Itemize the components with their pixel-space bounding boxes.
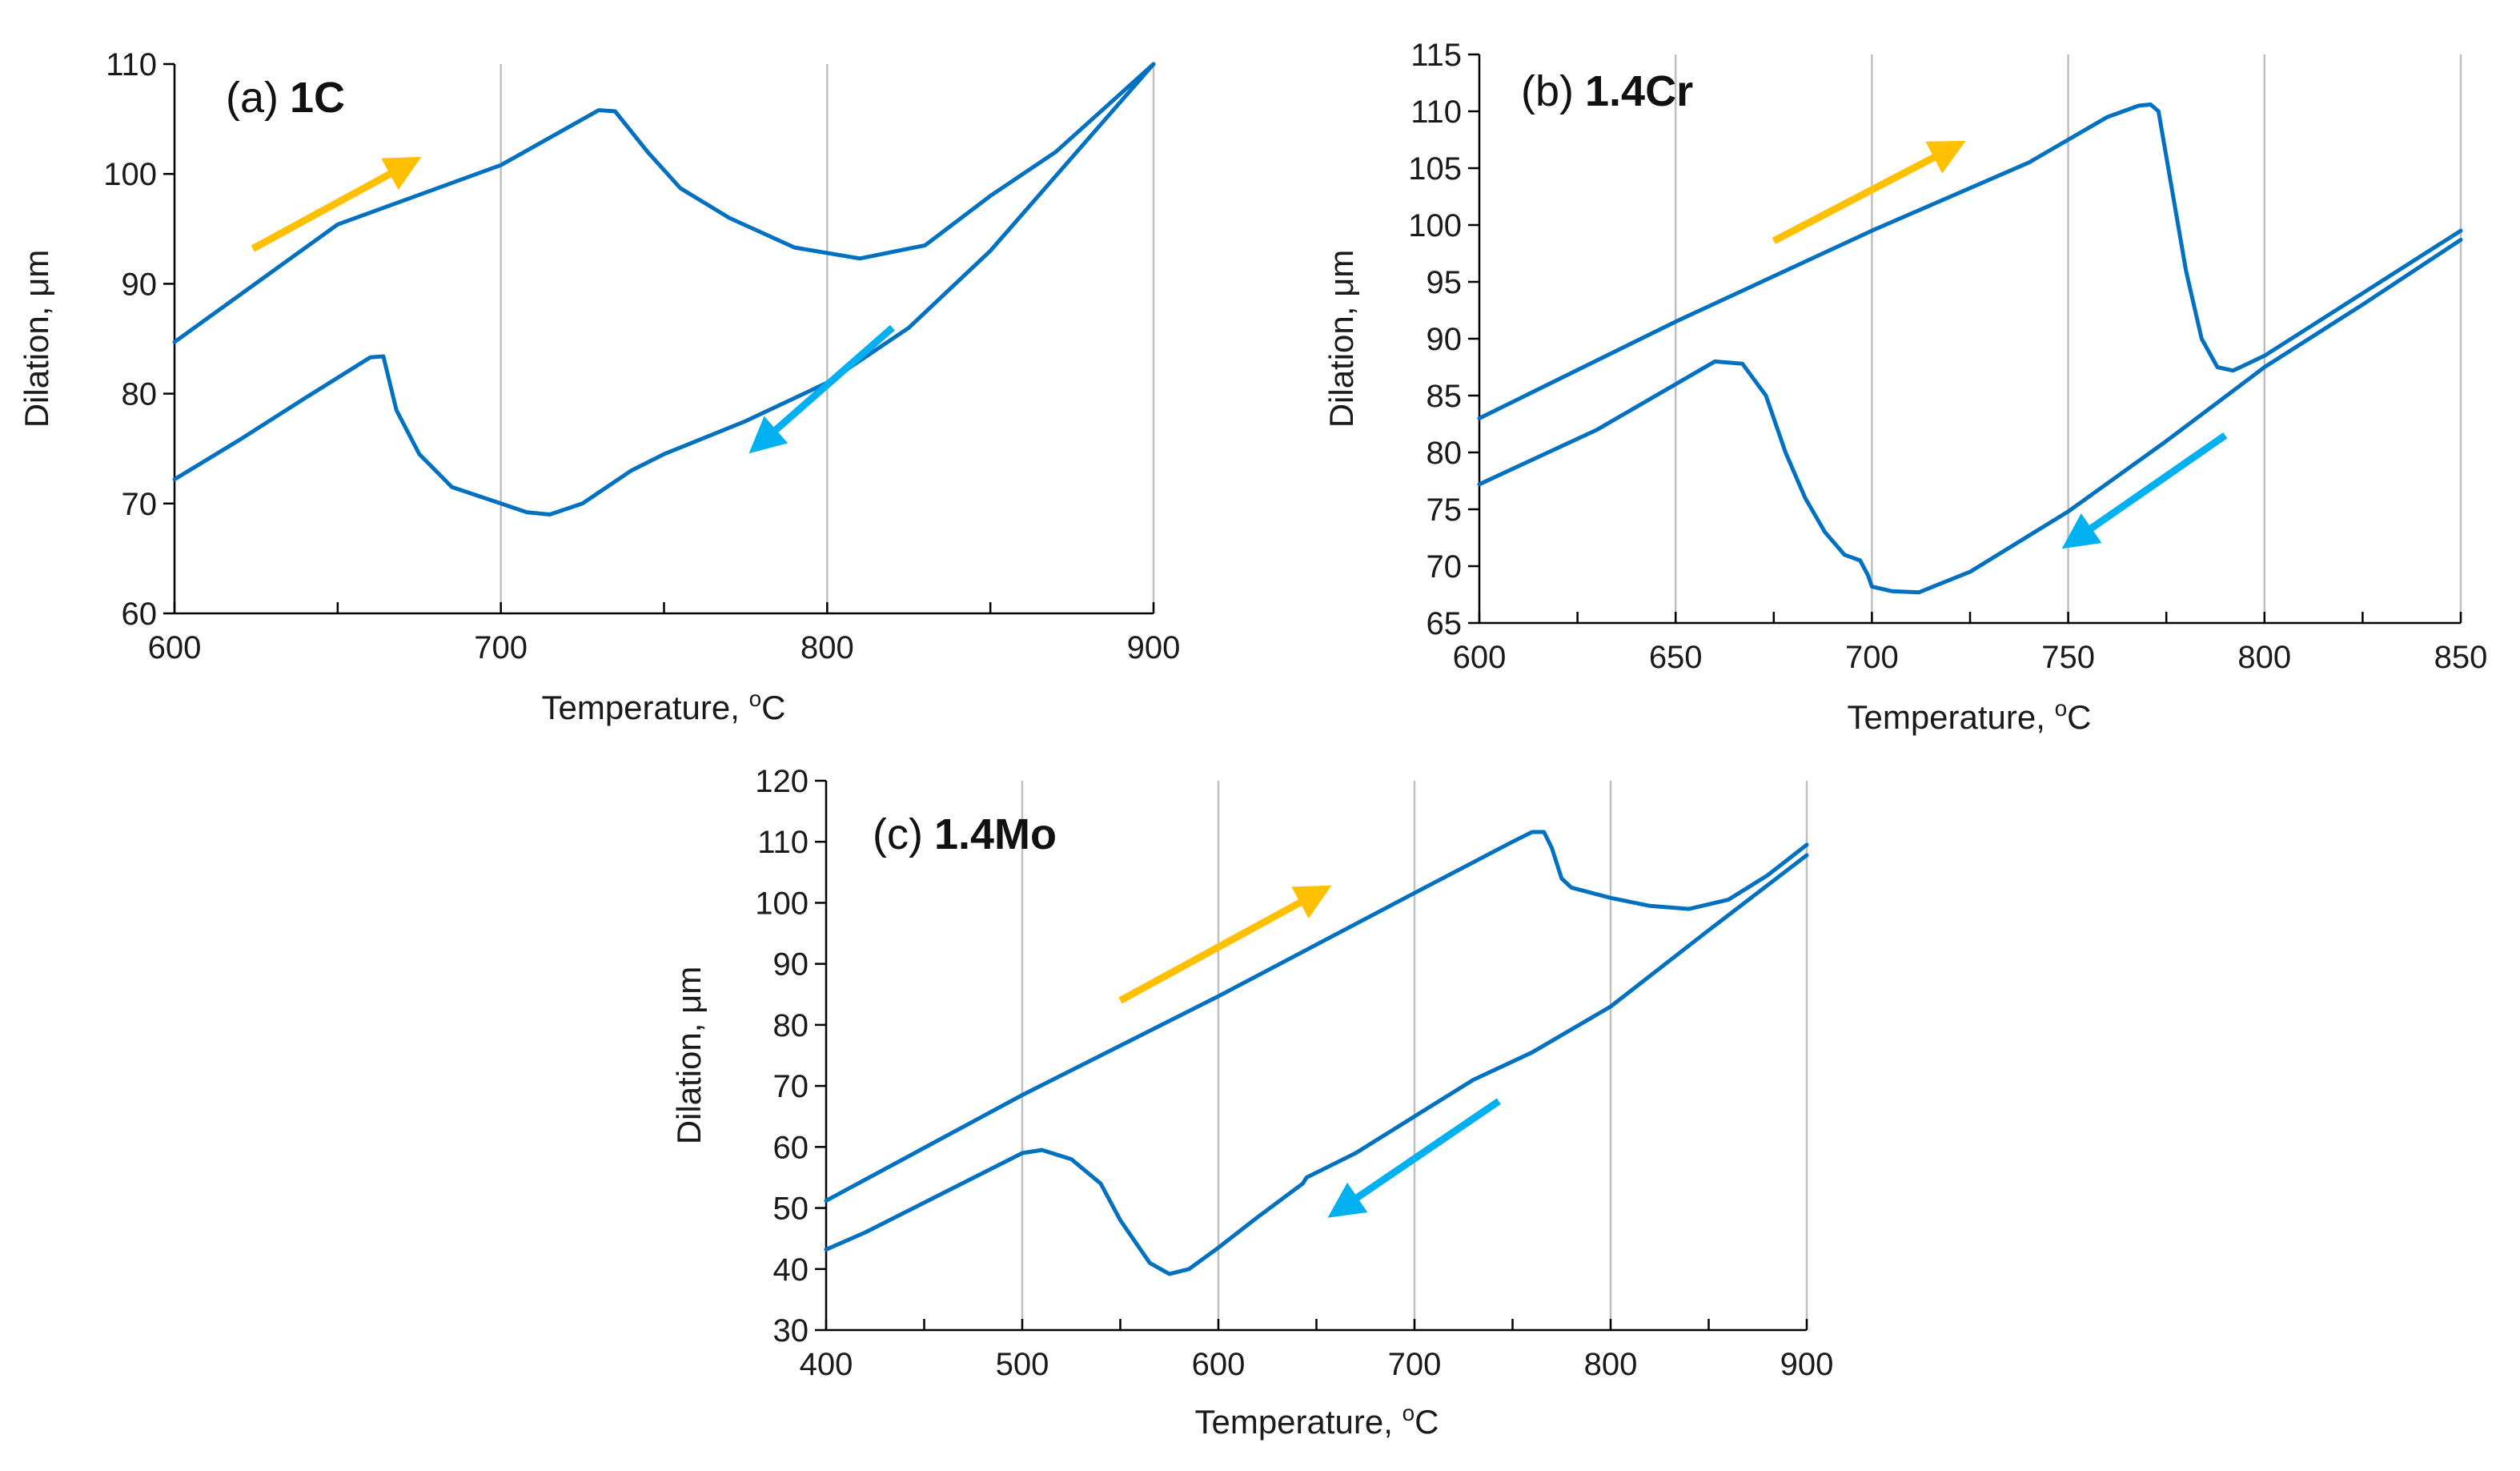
x-axis-title: Temperature, oC (1194, 1401, 1439, 1441)
axes (825, 781, 1807, 1332)
x-axis-title-sup: o (1402, 1401, 1415, 1425)
y-tick-label: 80 (773, 1008, 809, 1043)
panel-b-tag: (b) (1521, 67, 1574, 115)
x-axis-title-unit: C (1414, 1403, 1439, 1441)
y-tick-label: 70 (122, 487, 158, 522)
x-tick-label: 500 (996, 1347, 1049, 1382)
y-tick-label: 85 (1427, 379, 1463, 414)
heating-curve (1477, 102, 2463, 420)
x-tick-label: 700 (1845, 640, 1899, 675)
cooling-arrow (748, 324, 895, 454)
ticks: 65 70 75 80 85 90 95 100 105 110 115 600 650 700 750 80… (1408, 38, 2487, 675)
y-tick-label: 50 (773, 1192, 809, 1227)
y-tick-label: 110 (106, 47, 157, 82)
heating-curve (824, 830, 1809, 1203)
y-tick-label: 115 (1410, 38, 1462, 73)
x-tick-label: 700 (474, 630, 528, 665)
x-tick-label: 650 (1649, 640, 1703, 675)
cooling-arrow (1327, 1098, 1501, 1218)
x-tick-label: 900 (1127, 630, 1181, 665)
direction-arrows (1772, 140, 2228, 549)
y-tick-label: 65 (1427, 606, 1463, 641)
x-tick-label: 400 (800, 1347, 853, 1382)
x-axis-title-sup: o (2055, 696, 2068, 721)
y-axis-title: Dilation, μm (1322, 250, 1360, 428)
panel-a-title: (a) 1C (226, 74, 345, 122)
x-tick-label: 600 (1453, 640, 1507, 675)
ticks: 60 70 80 90 100 110 600 700 800 900 (103, 47, 1180, 665)
direction-arrows (1118, 885, 1501, 1218)
ticks: 30 40 50 60 70 80 90 100 110 120 400 500 600 700 800 90… (755, 764, 1833, 1382)
x-axis-title-text: Temperature, (1847, 698, 2054, 736)
y-tick-label: 110 (1410, 94, 1462, 130)
y-tick-label: 90 (1427, 322, 1463, 357)
gridlines (1674, 54, 2462, 623)
cooling-curve (172, 62, 1156, 516)
x-tick-label: 700 (1388, 1347, 1442, 1382)
x-axis-title-sup: o (749, 686, 762, 711)
y-tick-label: 60 (773, 1130, 809, 1165)
panel-a-tag: (a) (226, 74, 279, 122)
y-axis-title: Dilation, μm (670, 967, 708, 1145)
y-tick-label: 60 (122, 597, 158, 632)
x-tick-label: 600 (1192, 1347, 1246, 1382)
axes (173, 64, 1154, 615)
x-axis-title-unit: C (2067, 698, 2091, 736)
y-tick-label: 70 (773, 1069, 809, 1104)
x-axis-title: Temperature, oC (541, 686, 785, 726)
x-tick-label: 900 (1780, 1347, 1834, 1382)
x-tick-label: 800 (1584, 1347, 1638, 1382)
y-tick-label: 80 (122, 377, 158, 412)
x-axis-title-unit: C (761, 689, 785, 726)
panel-a-name: 1C (290, 74, 345, 122)
cooling-arrow (2061, 432, 2228, 549)
panel-b-title: (b) 1.4Cr (1521, 67, 1693, 115)
y-tick-label: 90 (122, 267, 158, 302)
panel-c: 30 40 50 60 70 80 90 100 110 120 400 500 600 700 800 90… (670, 764, 1833, 1441)
panel-c-tag: (c) (873, 810, 923, 858)
y-axis-title: Dilation, μm (18, 250, 55, 428)
y-tick-label: 90 (773, 947, 809, 983)
series (824, 830, 1809, 1276)
series (172, 62, 1156, 516)
y-tick-label: 30 (773, 1313, 809, 1348)
heating-arrow (251, 156, 422, 252)
x-axis-title-text: Temperature, (541, 689, 748, 726)
panel-c-name: 1.4Mo (934, 810, 1057, 858)
y-tick-label: 105 (1408, 151, 1462, 187)
x-tick-label: 850 (2434, 640, 2488, 675)
y-tick-label: 120 (755, 764, 809, 799)
x-tick-label: 750 (2041, 640, 2095, 675)
y-tick-label: 95 (1427, 265, 1463, 300)
y-tick-label: 110 (757, 825, 809, 860)
y-tick-label: 100 (755, 886, 809, 921)
y-tick-label: 100 (1408, 208, 1462, 243)
heating-arrow (1772, 140, 1966, 244)
heating-curve (172, 62, 1156, 344)
x-tick-label: 800 (801, 630, 854, 665)
y-tick-label: 80 (1427, 436, 1463, 471)
x-axis-title-text: Temperature, (1194, 1403, 1402, 1441)
y-tick-label: 40 (773, 1252, 809, 1288)
panel-c-title: (c) 1.4Mo (873, 810, 1057, 858)
x-axis-title: Temperature, oC (1847, 696, 2091, 736)
series (1477, 102, 2463, 595)
axes (1478, 54, 2461, 625)
panel-b-name: 1.4Cr (1585, 67, 1693, 115)
x-tick-label: 800 (2237, 640, 2291, 675)
cooling-curve (824, 853, 1809, 1276)
gridlines (500, 64, 1155, 613)
panel-b: 65 70 75 80 85 90 95 100 105 110 115 600 650 700 750 80… (1322, 38, 2487, 736)
x-tick-label: 600 (148, 630, 202, 665)
y-tick-label: 75 (1427, 492, 1463, 528)
cooling-curve (1477, 238, 2463, 595)
y-tick-label: 70 (1427, 549, 1463, 585)
heating-arrow (1118, 885, 1332, 1004)
direction-arrows (251, 156, 895, 454)
gridlines (1021, 781, 1808, 1330)
y-tick-label: 100 (103, 157, 157, 192)
